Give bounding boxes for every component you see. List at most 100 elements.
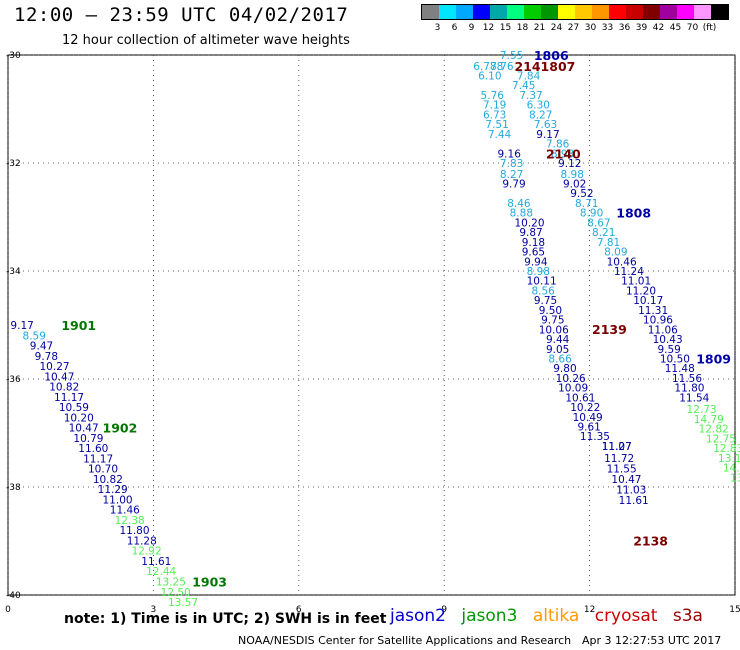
wave-height-value: 11.20	[626, 285, 656, 297]
legend-label: 6	[451, 23, 458, 33]
wave-height-value: 9.61	[577, 422, 600, 434]
wave-height-value: 11.03	[616, 485, 646, 497]
page-subtitle: 12 hour collection of altimeter wave hei…	[62, 33, 350, 48]
legend-swatch	[507, 5, 524, 19]
wave-height-value: 10.06	[539, 324, 569, 336]
wave-height-value: 7.55	[500, 50, 523, 62]
y-tick-label: -34	[6, 267, 21, 277]
wave-height-value: 7.86	[546, 139, 570, 151]
wave-height-value: 13	[730, 472, 740, 484]
wave-height-value: 11.27	[602, 441, 632, 453]
track-time-label: 1902	[103, 421, 138, 436]
track-time-label: 1808	[616, 206, 651, 221]
legend-label: 27	[567, 23, 580, 33]
legend-swatch	[711, 5, 728, 19]
wave-height-value: 8.59	[23, 330, 46, 342]
wave-height-value: 8.21	[592, 227, 615, 239]
credit-line: NOAA/NESDIS Center for Satellite Applica…	[238, 634, 572, 647]
wave-height-value: 10.96	[643, 315, 673, 327]
wave-height-value: 11.72	[604, 453, 634, 465]
wave-height-value: 9.44	[546, 334, 570, 346]
y-tick-label: -36	[6, 375, 21, 385]
wave-height-value: 10.20	[64, 412, 94, 424]
wave-height-value: 7.51	[485, 119, 508, 131]
wave-height-value: 6.10	[478, 71, 501, 83]
wave-height-value: 8.93	[551, 148, 574, 160]
wave-height-value: 7.44	[488, 129, 512, 141]
wave-height-value: 10.70	[88, 464, 118, 476]
satellite-cryosat: cryosat	[594, 606, 658, 626]
wave-height-value: 9.79	[502, 179, 525, 191]
wave-height-value: 11.61	[619, 495, 649, 507]
legend-swatch	[660, 5, 677, 19]
legend-label: 3	[434, 23, 441, 33]
wave-height-value: 9.17	[10, 320, 33, 332]
wave-height-value: 7.37	[519, 90, 542, 102]
satellite-jason3: jason3	[461, 606, 518, 626]
legend-swatches	[421, 4, 729, 20]
wave-height-value: 9.80	[553, 363, 576, 375]
satellite-jason2: jason2	[390, 606, 446, 626]
wave-height-value: 7.19	[483, 100, 506, 112]
wave-height-value: 9.75	[534, 295, 557, 307]
legend-label: 12	[482, 23, 495, 33]
wave-height-value: 11.06	[648, 324, 678, 336]
wave-height-value: 9.17	[536, 129, 559, 141]
wave-height-value: 8.90	[580, 208, 603, 220]
wave-height-value: 10.47	[44, 371, 74, 383]
page-title: 12:00 – 23:59 UTC 04/02/2017	[14, 4, 349, 26]
wave-height-value: 8.88	[510, 208, 533, 220]
wave-height-value: 12.83	[713, 443, 740, 455]
legend-label: 70	[686, 23, 699, 33]
wave-height-value: 8.27	[500, 169, 523, 181]
wave-height-value: 7.83	[500, 158, 523, 170]
wave-height-value: 9.05	[546, 344, 569, 356]
wave-height-value: 11.80	[119, 525, 149, 537]
wave-height-value: 10.82	[93, 474, 123, 486]
wave-height-value: 9.16	[498, 148, 522, 160]
x-tick-label: 15	[729, 605, 740, 615]
wave-height-value: 11.00	[103, 494, 133, 506]
legend-swatch	[524, 5, 541, 19]
legend-swatch	[558, 5, 575, 19]
wave-height-value: 10.47	[69, 423, 99, 435]
wave-height-value: 7.63	[534, 119, 557, 131]
wave-height-value: 10.26	[556, 373, 586, 385]
satellite-key: jason2 jason3 altika cryosat s3a	[390, 606, 713, 626]
wave-height-value: 6.73	[483, 109, 506, 121]
wave-height-value: 9.87	[519, 227, 542, 239]
wave-height-value: 10.79	[73, 433, 103, 445]
legend-label: 39	[635, 23, 648, 33]
satellite-altika: altika	[532, 606, 580, 626]
wave-height-value: 9.94	[524, 256, 548, 268]
wave-height-value: 7.81	[597, 237, 620, 249]
wave-height-value: 8.71	[575, 198, 598, 210]
wave-height-value: 11.80	[674, 383, 704, 395]
legend-swatch	[592, 5, 609, 19]
wave-height-value: 11.31	[638, 305, 668, 317]
legend-label: 9	[468, 23, 475, 33]
satellite-s3a: s3a	[672, 606, 703, 626]
wave-height-value: 9.18	[522, 237, 545, 249]
wave-height-value: 8.27	[529, 109, 552, 121]
wave-height-value: 7.45	[512, 80, 535, 92]
wave-height-value: 9.52	[570, 188, 593, 200]
wave-height-value: 11.24	[614, 266, 644, 278]
wave-height-value: 7.76	[490, 61, 514, 73]
legend-label: (ft)	[702, 23, 717, 33]
wave-height-value: 7.84	[517, 71, 541, 83]
wave-height-value: 8.66	[548, 353, 572, 365]
wave-height-value: 8.98	[561, 169, 584, 181]
wave-height-value: 8.56	[531, 285, 555, 297]
wave-height-value: 10.22	[570, 402, 600, 414]
x-tick-label: 12	[584, 605, 595, 615]
legend-swatch	[490, 5, 507, 19]
wave-height-value: 9.02	[563, 179, 586, 191]
wave-height-value: 12.82	[699, 424, 729, 436]
legend-swatch	[626, 5, 643, 19]
legend-label: 33	[601, 23, 614, 33]
legend-swatch	[439, 5, 456, 19]
track-time-label: 2141807	[514, 59, 575, 74]
wave-height-value: 10.61	[565, 392, 595, 404]
